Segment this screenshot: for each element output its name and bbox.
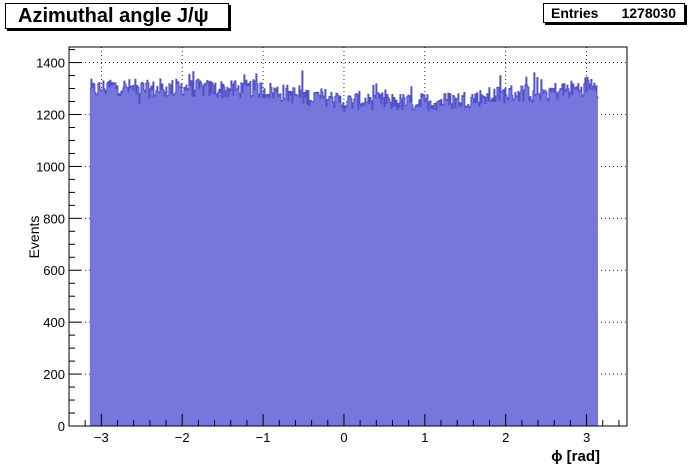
y-tick-label: 1200 [36, 107, 65, 122]
x-tick-label: −2 [175, 430, 190, 445]
histogram-outline [89, 70, 599, 112]
x-tick-label: −1 [256, 430, 271, 445]
axes-frame [68, 46, 628, 427]
y-tick-label: 600 [43, 263, 65, 278]
y-tick-label: 0 [58, 419, 65, 434]
histogram-fill [89, 71, 599, 427]
title-box: Azimuthal angle J/ψ [5, 3, 229, 29]
stats-entries-value: 1278030 [621, 5, 676, 21]
x-tick-label: 3 [583, 430, 590, 445]
y-tick-label: 1000 [36, 159, 65, 174]
stats-entries-label: Entries [551, 5, 599, 21]
x-tick-label: 2 [502, 430, 509, 445]
x-tick-label: 1 [421, 430, 428, 445]
y-axis-label: Events [26, 216, 42, 259]
y-axis-ticks: 0 200 400 600 800 1000 1200 1400 [36, 49, 81, 434]
y-tick-label: 400 [43, 315, 65, 330]
x-tick-label: −3 [94, 430, 109, 445]
stats-box: Entries 1278030 [543, 3, 685, 23]
x-axis-label: ϕ [rad] [551, 448, 600, 465]
plot-border [68, 46, 628, 427]
x-axis-ticks: −3 −2 −1 0 1 2 3 [68, 414, 620, 445]
y-tick-label: 200 [43, 367, 65, 382]
y-tick-label: 1400 [36, 56, 65, 71]
y-tick-label: 800 [43, 211, 65, 226]
x-tick-label: 0 [340, 430, 347, 445]
chart-title: Azimuthal angle J/ψ [18, 5, 209, 27]
